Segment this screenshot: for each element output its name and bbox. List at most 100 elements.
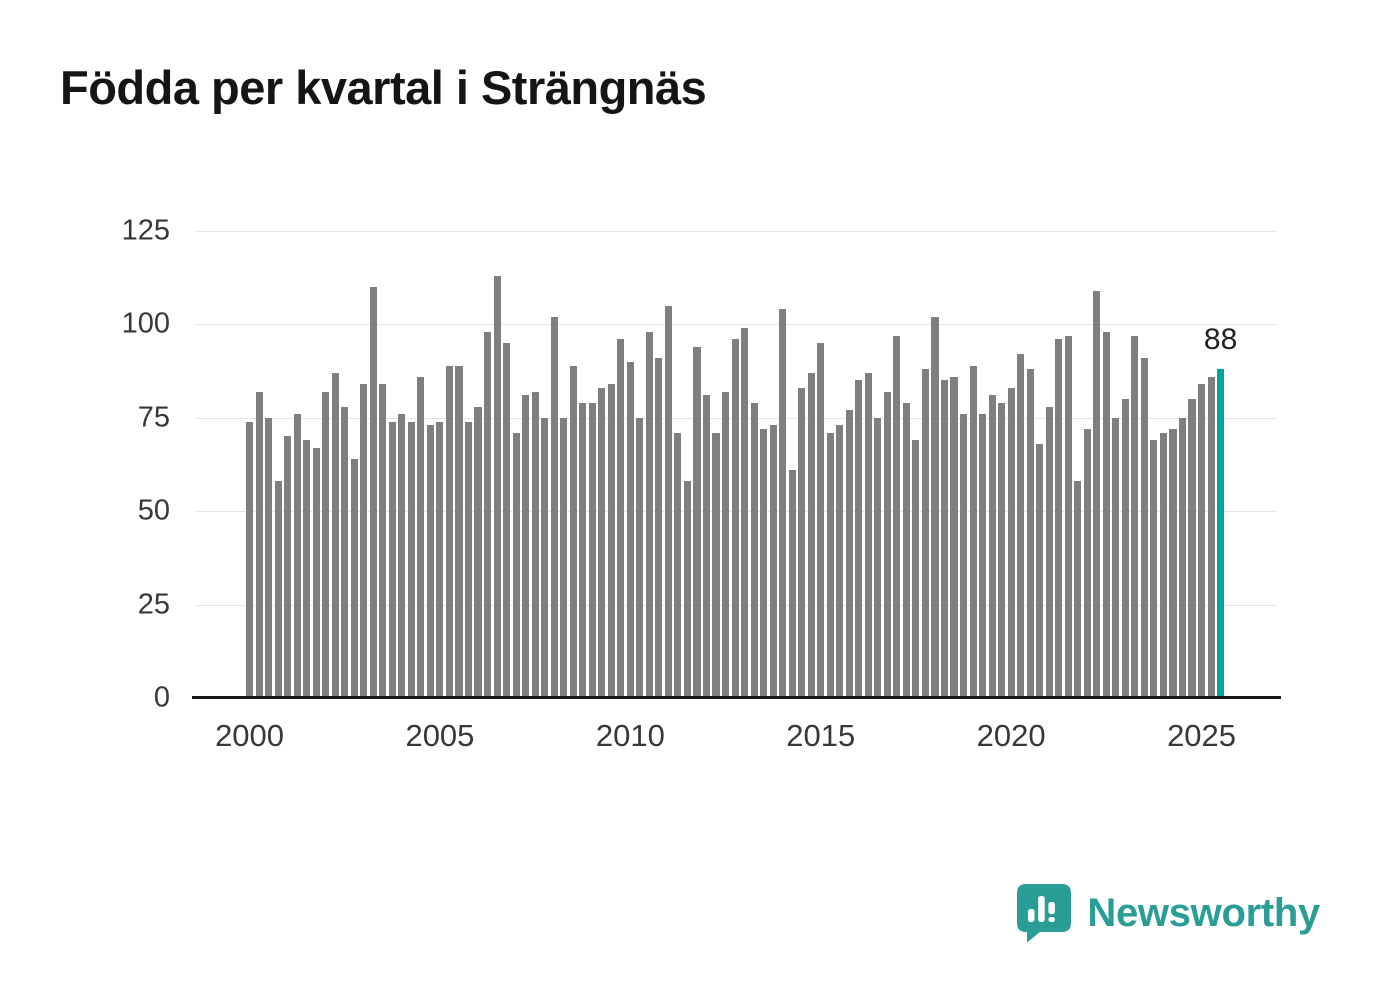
bar bbox=[341, 406, 349, 698]
bar bbox=[1074, 481, 1082, 698]
y-axis-tick-label: 125 bbox=[121, 214, 170, 247]
bar bbox=[969, 365, 977, 698]
bar bbox=[331, 372, 339, 698]
bar bbox=[998, 402, 1006, 698]
bar bbox=[664, 305, 672, 698]
bar bbox=[817, 343, 825, 698]
bar bbox=[550, 316, 558, 698]
bar bbox=[512, 432, 520, 698]
bar bbox=[522, 395, 530, 698]
bar bbox=[445, 365, 453, 698]
bar bbox=[1036, 443, 1044, 698]
bar bbox=[607, 384, 615, 698]
x-axis-tick-label: 2020 bbox=[976, 718, 1046, 753]
y-axis-tick-label: 25 bbox=[137, 588, 170, 621]
bar bbox=[503, 343, 511, 698]
bar bbox=[1178, 417, 1187, 698]
bar bbox=[379, 384, 387, 698]
bar bbox=[855, 380, 863, 698]
x-axis-tick-label: 2010 bbox=[595, 718, 665, 753]
bar bbox=[731, 339, 739, 698]
bar bbox=[636, 417, 644, 698]
bar bbox=[1007, 387, 1015, 698]
bar bbox=[788, 470, 796, 698]
bar bbox=[864, 372, 872, 698]
newsworthy-logo-text: Newsworthy bbox=[1087, 891, 1320, 935]
bar bbox=[1198, 384, 1206, 698]
bar bbox=[741, 328, 749, 698]
bar bbox=[1112, 417, 1120, 698]
bar bbox=[1207, 376, 1215, 698]
bar bbox=[322, 391, 330, 698]
bar bbox=[893, 335, 901, 698]
bar-chart: 0 25 50 75 100 125 2000 2005 2010 2015 2020 2025 8… bbox=[122, 215, 1281, 753]
bar bbox=[1159, 432, 1167, 698]
bar bbox=[912, 440, 920, 698]
bar bbox=[464, 421, 473, 698]
bar bbox=[426, 425, 434, 698]
bar bbox=[921, 369, 929, 698]
bar bbox=[931, 316, 939, 698]
bar bbox=[350, 458, 358, 698]
bar bbox=[1083, 429, 1091, 698]
highlight-value-label: 88 bbox=[1203, 323, 1238, 357]
bar bbox=[712, 432, 720, 698]
bar bbox=[569, 365, 577, 698]
bar bbox=[531, 391, 539, 698]
bar bbox=[960, 414, 968, 698]
bar bbox=[1055, 339, 1063, 698]
newsworthy-logo: Newsworthy bbox=[1017, 884, 1320, 943]
bar bbox=[541, 417, 549, 698]
bar bbox=[693, 346, 701, 698]
bar bbox=[1169, 429, 1177, 698]
bar bbox=[1140, 358, 1148, 698]
newsworthy-logo-icon bbox=[1017, 884, 1072, 943]
bar bbox=[655, 358, 663, 698]
bar bbox=[493, 275, 501, 698]
bar bbox=[683, 481, 691, 698]
bar bbox=[760, 429, 768, 698]
bar bbox=[284, 436, 292, 698]
bar bbox=[1017, 354, 1025, 698]
bar bbox=[950, 376, 958, 698]
bar bbox=[246, 421, 254, 698]
bar bbox=[255, 391, 263, 698]
y-axis-tick-label: 0 bbox=[153, 681, 170, 714]
bar bbox=[265, 417, 273, 698]
bar bbox=[769, 425, 777, 698]
bar bbox=[484, 331, 492, 698]
gridline bbox=[196, 231, 1277, 232]
bar bbox=[702, 395, 711, 698]
bar bbox=[645, 331, 653, 698]
bar bbox=[988, 395, 996, 698]
bar bbox=[293, 414, 301, 698]
bar bbox=[674, 432, 682, 698]
bar bbox=[436, 421, 444, 698]
bar bbox=[626, 361, 634, 698]
bar-highlight-latest bbox=[1217, 369, 1225, 698]
bar bbox=[579, 402, 587, 698]
bar bbox=[722, 391, 730, 698]
bar bbox=[798, 387, 806, 698]
x-axis-tick-label: 2000 bbox=[215, 718, 285, 753]
bar bbox=[979, 414, 987, 698]
bar bbox=[1121, 399, 1129, 698]
y-axis-tick-label: 50 bbox=[137, 494, 170, 527]
x-axis-line bbox=[192, 696, 1281, 699]
bar bbox=[902, 402, 910, 698]
bar bbox=[274, 481, 282, 698]
bar bbox=[779, 309, 787, 698]
bar bbox=[1150, 440, 1158, 698]
gridline bbox=[196, 324, 1277, 326]
bar bbox=[455, 365, 463, 698]
bar bbox=[750, 402, 758, 698]
y-axis-tick-label: 75 bbox=[137, 401, 170, 434]
bar bbox=[1045, 406, 1053, 698]
bar bbox=[1026, 369, 1034, 698]
bar bbox=[883, 391, 891, 698]
bar bbox=[560, 417, 568, 698]
bar bbox=[940, 380, 949, 698]
bar bbox=[407, 421, 415, 698]
bar bbox=[845, 410, 853, 698]
